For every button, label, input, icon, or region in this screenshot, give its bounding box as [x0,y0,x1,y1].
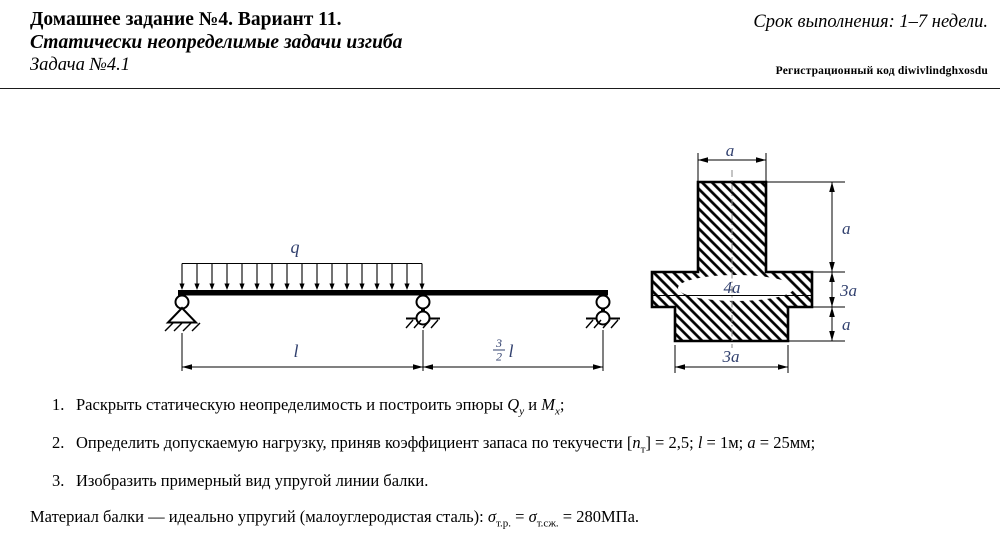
figure-canvas: q [164,141,857,373]
deadline-text: Срок выполнения: 1–7 недели. [753,12,988,32]
section-dim-bottom: 3a [674,345,789,373]
svg-text:a: a [842,219,851,238]
problem-number: Задача №4.1 [30,55,131,75]
beam-line [178,290,608,296]
svg-text:a: a [842,315,851,334]
pinned-support-left [164,294,201,371]
svg-text:3a: 3a [839,281,857,300]
task-number: 3. [52,471,65,490]
svg-text:a: a [726,141,735,160]
roller-support-middle [405,294,440,371]
svg-text:3a: 3a [722,347,740,366]
svg-text:l: l [508,341,513,361]
header-left: Домашнее задание №4. Вариант 11. Статиче… [30,8,402,76]
roller-support-right [585,294,620,371]
task-number: 2. [52,433,65,452]
registration-code: Регистрационный код diwivlindghxosdu [775,65,988,77]
task-item-2: 2. Определить допускаемую нагрузку, приня… [52,433,816,456]
header-divider [0,88,1000,90]
task-item-3: 3. Изобразить примерный вид упругой линии… [52,471,429,490]
task-item-1: 1. Раскрыть статическую неопределимость и… [52,395,565,418]
span2-dim-label: 3 2 l [493,336,514,364]
svg-text:2: 2 [496,350,502,364]
load-label: q [291,237,300,257]
section-dim-right: a 3a a [766,181,857,342]
svg-text:3: 3 [495,336,502,350]
task-number: 1. [52,395,65,414]
cross-section: 4a [650,170,814,348]
page-title: Домашнее задание №4. Вариант 11. [30,9,342,30]
section-dim-top: a [697,141,767,181]
span1-dim-label: l [293,341,298,361]
beam-dimensions: l 3 2 l [182,336,603,370]
material-note: Материал балки — идеально упругий (малоу… [30,507,640,530]
distributed-load: q [178,237,426,291]
page-subtitle: Статически неопределимые задачи изгиба [30,32,403,53]
